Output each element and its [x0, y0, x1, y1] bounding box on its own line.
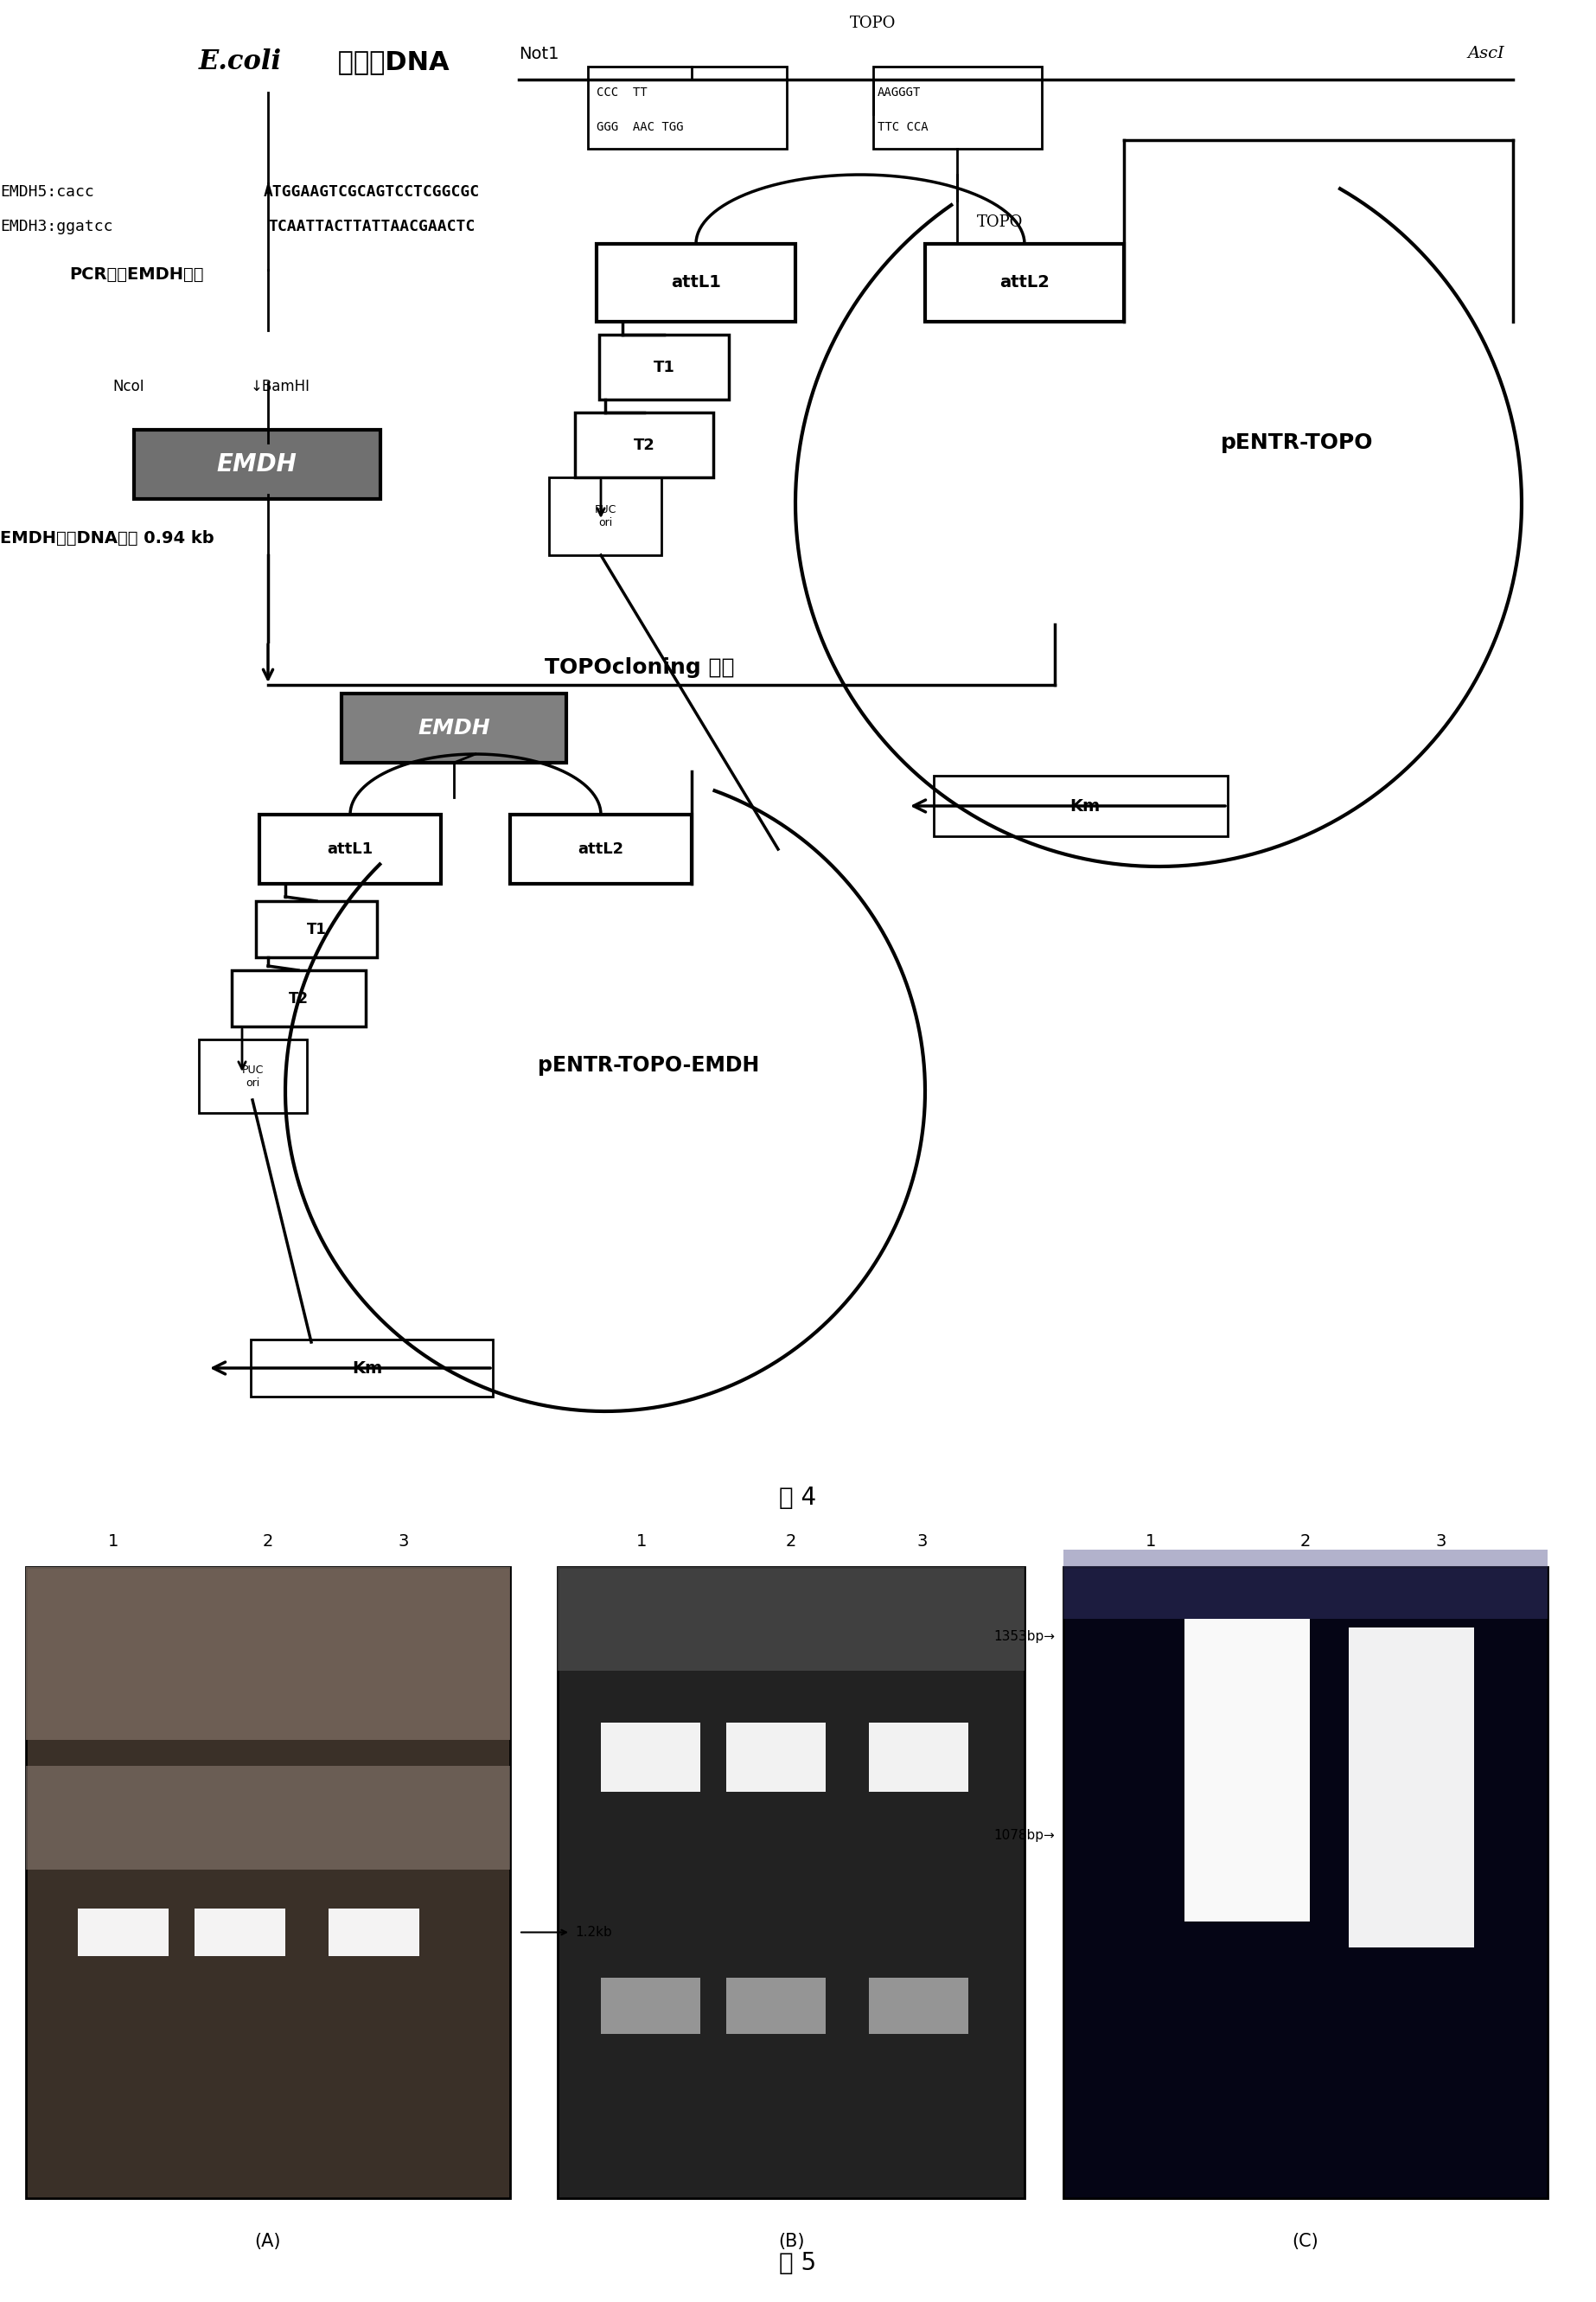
- Text: 2: 2: [263, 1533, 273, 1549]
- Text: 3: 3: [399, 1533, 409, 1549]
- Text: 3: 3: [916, 1533, 927, 1549]
- Bar: [575, 412, 713, 477]
- Bar: [597, 244, 795, 322]
- Text: 3: 3: [1436, 1533, 1446, 1549]
- Text: T1: T1: [653, 359, 675, 375]
- Text: 1078bp→: 1078bp→: [994, 1828, 1055, 1842]
- Bar: [1063, 1549, 1548, 1618]
- Text: AAGGGT: AAGGGT: [878, 87, 921, 99]
- Text: 图 4: 图 4: [779, 1485, 817, 1510]
- Bar: [1184, 1618, 1310, 1922]
- Text: pENTR-TOPO: pENTR-TOPO: [1221, 433, 1373, 453]
- Bar: [726, 1977, 825, 2035]
- Bar: [251, 1340, 493, 1397]
- Text: E.coli: E.coli: [200, 48, 282, 76]
- Bar: [598, 334, 729, 401]
- Text: 1353bp→: 1353bp→: [993, 1630, 1055, 1644]
- Text: T2: T2: [634, 437, 654, 453]
- Text: PUC
ori: PUC ori: [594, 504, 616, 529]
- Bar: [868, 1722, 969, 1791]
- Bar: [600, 1977, 701, 2035]
- Text: attL2: attL2: [999, 274, 1050, 290]
- Text: CCC  TT: CCC TT: [597, 87, 648, 99]
- Text: TOPOcloning 反应: TOPOcloning 反应: [544, 656, 734, 679]
- Text: EMDH: EMDH: [217, 451, 297, 477]
- Bar: [934, 776, 1227, 836]
- Bar: [342, 693, 567, 762]
- Bar: [26, 1568, 511, 1740]
- Text: (B): (B): [777, 2233, 804, 2249]
- Text: AscI: AscI: [1467, 46, 1505, 62]
- Text: TOPO: TOPO: [851, 16, 897, 32]
- Bar: [26, 1568, 511, 2198]
- Bar: [873, 67, 1042, 150]
- Bar: [134, 430, 380, 500]
- Text: 图 5: 图 5: [779, 2251, 817, 2274]
- Bar: [255, 900, 377, 958]
- Bar: [200, 1041, 306, 1112]
- Text: attL1: attL1: [670, 274, 721, 290]
- Bar: [549, 477, 661, 555]
- Text: 基因组DNA: 基因组DNA: [329, 51, 448, 74]
- Bar: [557, 1568, 1025, 2198]
- Text: T1: T1: [306, 921, 326, 937]
- Bar: [926, 244, 1124, 322]
- Text: 1: 1: [637, 1533, 646, 1549]
- Bar: [600, 1722, 701, 1791]
- Bar: [195, 1908, 286, 1957]
- Bar: [587, 67, 787, 150]
- Text: EMDH: EMDH: [418, 718, 490, 739]
- Text: PUC
ori: PUC ori: [241, 1064, 263, 1089]
- Text: 2: 2: [785, 1533, 796, 1549]
- Text: GGG  AAC TGG: GGG AAC TGG: [597, 122, 683, 134]
- Text: (C): (C): [1293, 2233, 1318, 2249]
- Text: 1.2kb: 1.2kb: [575, 1927, 611, 1938]
- Text: attL1: attL1: [327, 843, 373, 856]
- Text: ATGGAAGTCGCAGTCCTCGGCGC: ATGGAAGTCGCAGTCCTCGGCGC: [263, 184, 480, 200]
- Bar: [1349, 1628, 1475, 1947]
- Text: 2: 2: [1301, 1533, 1310, 1549]
- Bar: [329, 1908, 420, 1957]
- Text: pENTR-TOPO-EMDH: pENTR-TOPO-EMDH: [538, 1054, 760, 1075]
- Text: 1: 1: [1146, 1533, 1156, 1549]
- Text: attL2: attL2: [578, 843, 624, 856]
- Text: (A): (A): [255, 2233, 281, 2249]
- Text: EMDH5:cacc: EMDH5:cacc: [0, 184, 94, 200]
- Text: TTC CCA: TTC CCA: [878, 122, 929, 134]
- Bar: [1063, 1568, 1548, 2198]
- Bar: [260, 815, 440, 884]
- Text: TOPO: TOPO: [977, 214, 1023, 230]
- Text: ↓BamHI: ↓BamHI: [251, 380, 310, 394]
- Text: T2: T2: [289, 992, 308, 1006]
- Text: Km: Km: [353, 1360, 383, 1377]
- Text: EMDH基因DNA片段 0.94 kb: EMDH基因DNA片段 0.94 kb: [0, 529, 214, 546]
- Bar: [26, 1766, 511, 1869]
- Bar: [231, 969, 365, 1027]
- Text: Not1: Not1: [519, 46, 559, 62]
- Bar: [868, 1977, 969, 2035]
- Text: Km: Km: [1069, 799, 1100, 815]
- Bar: [78, 1908, 169, 1957]
- Text: TCAATTACTTATTAACGAACTC: TCAATTACTTATTAACGAACTC: [268, 219, 476, 235]
- Text: EMDH3:ggatcc: EMDH3:ggatcc: [0, 219, 113, 235]
- Text: 1: 1: [109, 1533, 118, 1549]
- Bar: [557, 1568, 1025, 1671]
- Text: NcoI: NcoI: [112, 380, 144, 394]
- Bar: [511, 815, 691, 884]
- Bar: [726, 1722, 825, 1791]
- Text: PCR扩增EMDH基因: PCR扩增EMDH基因: [69, 267, 204, 283]
